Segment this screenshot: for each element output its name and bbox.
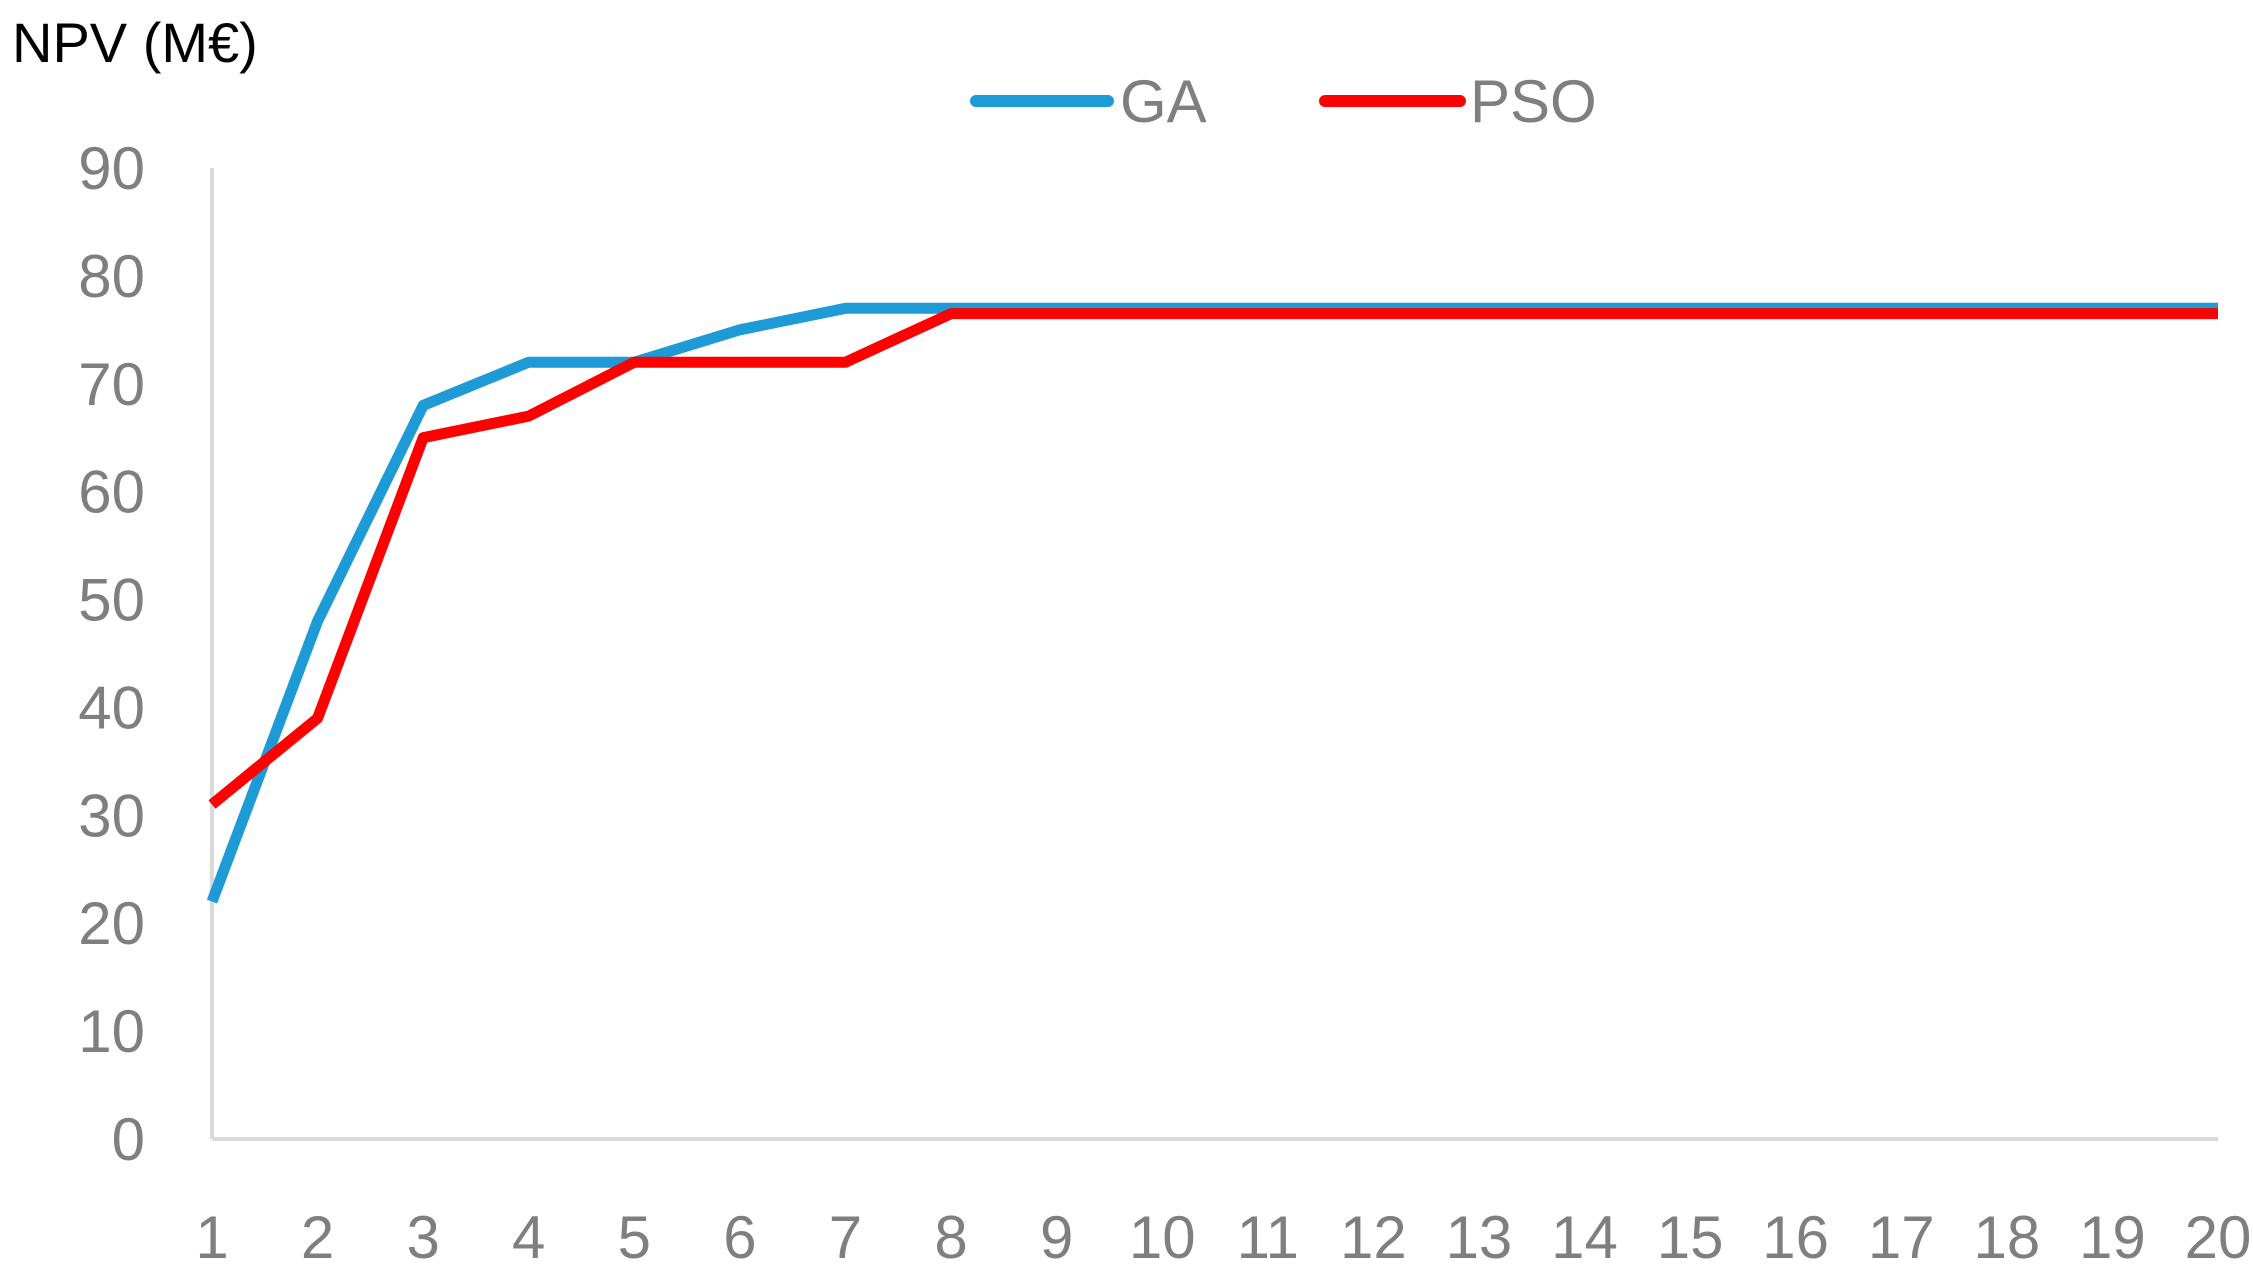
x-tick-label: 15: [1657, 1204, 1724, 1271]
x-tick-label: 2: [301, 1204, 334, 1271]
y-tick-label: 40: [78, 674, 145, 741]
y-tick-label: 80: [78, 243, 145, 310]
y-tick-label: 60: [78, 459, 145, 526]
y-tick-label: 70: [78, 351, 145, 418]
x-tick-label: 3: [406, 1204, 439, 1271]
x-tick-label: 8: [934, 1204, 967, 1271]
series-line-ga: [206, 302, 2218, 904]
y-axis-title: NPV (M€): [12, 11, 258, 74]
y-tick-label: 10: [78, 998, 145, 1065]
x-tick-label: 5: [618, 1204, 651, 1271]
x-tick-label: 18: [1973, 1204, 2040, 1271]
x-tick-label: 11: [1237, 1204, 1299, 1271]
series-line-pso: [208, 308, 2218, 809]
x-tick-label: 19: [2079, 1204, 2146, 1271]
x-tick-label: 14: [1551, 1204, 1618, 1271]
y-axis-ticks: 0 10 20 30 40 50 60 70 80 90: [78, 135, 145, 1173]
x-tick-label: 7: [829, 1204, 862, 1271]
x-tick-label: 12: [1340, 1204, 1407, 1271]
x-tick-label: 1: [195, 1204, 228, 1271]
y-tick-label: 20: [78, 890, 145, 957]
x-tick-label: 16: [1762, 1204, 1829, 1271]
x-tick-label: 20: [2185, 1204, 2252, 1271]
legend-label-ga: GA: [1120, 68, 1207, 135]
x-tick-label: 4: [512, 1204, 545, 1271]
x-tick-label: 9: [1040, 1204, 1073, 1271]
x-tick-label: 17: [1868, 1204, 1935, 1271]
x-tick-label: 10: [1129, 1204, 1196, 1271]
x-axis-ticks: 1 2 3 4 5 6 7 8 9 10 11 12 13 14 15 16 17 18 19 20: [195, 1204, 2251, 1271]
x-tick-label: 13: [1446, 1204, 1513, 1271]
y-tick-label: 30: [78, 782, 145, 849]
y-tick-label: 90: [78, 135, 145, 202]
x-tick-label: 6: [723, 1204, 756, 1271]
series-lines: [206, 302, 2218, 904]
legend: GA PSO: [970, 68, 1597, 135]
legend-label-pso: PSO: [1470, 68, 1597, 135]
y-tick-label: 50: [78, 567, 145, 634]
y-tick-label: 0: [112, 1106, 145, 1173]
